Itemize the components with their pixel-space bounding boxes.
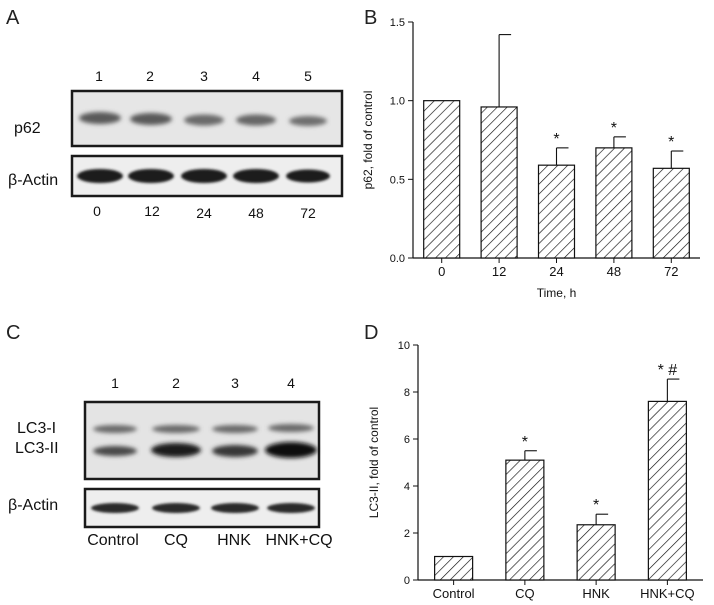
lane-number: 5: [304, 68, 312, 84]
y-axis-title: p62, fold of control: [361, 91, 375, 190]
x-tick-label: 12: [492, 264, 506, 279]
lane-number: 4: [287, 375, 295, 391]
x-tick-label: CQ: [515, 586, 535, 601]
y-tick-label: 8: [404, 387, 410, 399]
y-tick-label: 4: [404, 481, 410, 493]
p62-band: [130, 113, 172, 125]
panel-a-time-labels: 0 12 24 48 72: [93, 203, 316, 221]
blot-label-lc3-i: LC3-I: [17, 420, 56, 437]
actin-band: [91, 503, 139, 513]
lane-time-label: 48: [248, 205, 264, 221]
blot-strip-lc3: [83, 400, 321, 481]
p62-band: [289, 116, 327, 126]
lane-time-label: 12: [144, 203, 160, 219]
significance-marker: *: [593, 497, 599, 514]
panel-c-lane-numbers: 1 2 3 4: [111, 375, 295, 391]
lane-number: 3: [200, 68, 208, 84]
panel-a-lane-numbers: 1 2 3 4 5: [95, 68, 312, 84]
y-tick-label: 1.0: [390, 96, 405, 108]
x-tick-label: 48: [607, 264, 621, 279]
blot-strip-p62: [70, 89, 344, 148]
lane-condition-label: HNK+CQ: [265, 532, 332, 549]
actin-band: [181, 169, 227, 183]
x-tick-label: HNK: [582, 586, 610, 601]
y-axis-title: LC3-II, fold of control: [367, 407, 381, 518]
x-tick-label: 72: [664, 264, 678, 279]
y-tick-label: 0: [404, 575, 410, 587]
significance-marker: *: [668, 134, 674, 151]
actin-band: [152, 503, 200, 513]
bar: [576, 524, 616, 581]
blot-label-beta-actin: β-Actin: [8, 497, 58, 514]
bar: [652, 167, 690, 259]
lane-number: 1: [111, 375, 119, 391]
lc3-i-band: [93, 425, 137, 433]
actin-band: [267, 503, 315, 513]
significance-marker: *: [611, 120, 617, 137]
panel-letter: D: [364, 322, 378, 344]
p62-band: [236, 114, 276, 126]
lane-number: 4: [252, 68, 260, 84]
y-tick-label: 10: [398, 340, 410, 352]
panel-letter-a: A: [6, 7, 20, 29]
significance-marker: *: [553, 131, 559, 148]
y-tick-label: 1.5: [390, 17, 405, 29]
lc3-i-band: [152, 425, 200, 433]
actin-band: [211, 503, 259, 513]
actin-band: [128, 169, 174, 183]
bar: [537, 164, 576, 259]
actin-band: [286, 169, 330, 183]
blot-label-lc3-ii: LC3-II: [15, 440, 59, 457]
lane-condition-label: Control: [87, 532, 139, 549]
significance-marker: * #: [658, 362, 678, 379]
bar-chart-p62: B 0.0 0.5 1.0 1.5 p62, fold of control 0 12 * 24 *…: [361, 7, 700, 300]
actin-band: [77, 169, 123, 183]
y-tick-label: 0.0: [390, 253, 405, 265]
bar: [434, 555, 474, 581]
bar: [505, 459, 545, 581]
lane-number: 2: [146, 68, 154, 84]
bar: [480, 106, 518, 259]
panel-a: A 1 2 3 4 5 p62 β-Actin: [6, 7, 344, 221]
lc3-i-band: [212, 425, 258, 433]
y-tick-label: 0.5: [390, 174, 405, 186]
panel-c: C 1 2 3 4 LC3-I LC3-II β-Actin: [6, 322, 333, 549]
panel-c-condition-labels: Control CQ HNK HNK+CQ: [87, 532, 332, 549]
blot-strip-beta-actin-a: [70, 154, 344, 198]
x-tick-label: 0: [438, 264, 445, 279]
lane-number: 2: [172, 375, 180, 391]
panel-letter: B: [364, 7, 377, 29]
p62-band: [79, 112, 121, 124]
blot-strip-beta-actin-c: [83, 487, 321, 529]
x-tick-label: Control: [433, 586, 475, 601]
lc3-ii-band: [151, 443, 201, 457]
lane-condition-label: CQ: [164, 532, 188, 549]
y-tick-label: 6: [404, 434, 410, 446]
lane-number: 1: [95, 68, 103, 84]
x-tick-label: 24: [549, 264, 563, 279]
lc3-ii-band: [93, 446, 137, 456]
actin-band: [233, 169, 279, 183]
lane-number: 3: [231, 375, 239, 391]
lane-condition-label: HNK: [217, 532, 251, 549]
p62-band: [184, 114, 224, 126]
lc3-i-band: [268, 424, 314, 432]
panel-letter-c: C: [6, 322, 20, 344]
significance-marker: *: [522, 434, 528, 451]
bar: [595, 147, 633, 259]
blot-label-p62: p62: [14, 120, 41, 137]
x-tick-label: HNK+CQ: [640, 586, 695, 601]
bar-chart-lc3-ii: D 0 2 4 6 8 10 LC3-II, fold of control Control * C…: [364, 322, 703, 601]
bar: [423, 100, 461, 259]
bar: [647, 400, 687, 581]
x-axis-title: Time, h: [537, 286, 577, 300]
blot-label-beta-actin: β-Actin: [8, 172, 58, 189]
lane-time-label: 24: [196, 205, 212, 221]
lane-time-label: 0: [93, 203, 101, 219]
lc3-ii-band: [212, 445, 258, 457]
y-tick-label: 2: [404, 528, 410, 540]
lc3-ii-band: [265, 442, 317, 458]
lane-time-label: 72: [300, 205, 316, 221]
